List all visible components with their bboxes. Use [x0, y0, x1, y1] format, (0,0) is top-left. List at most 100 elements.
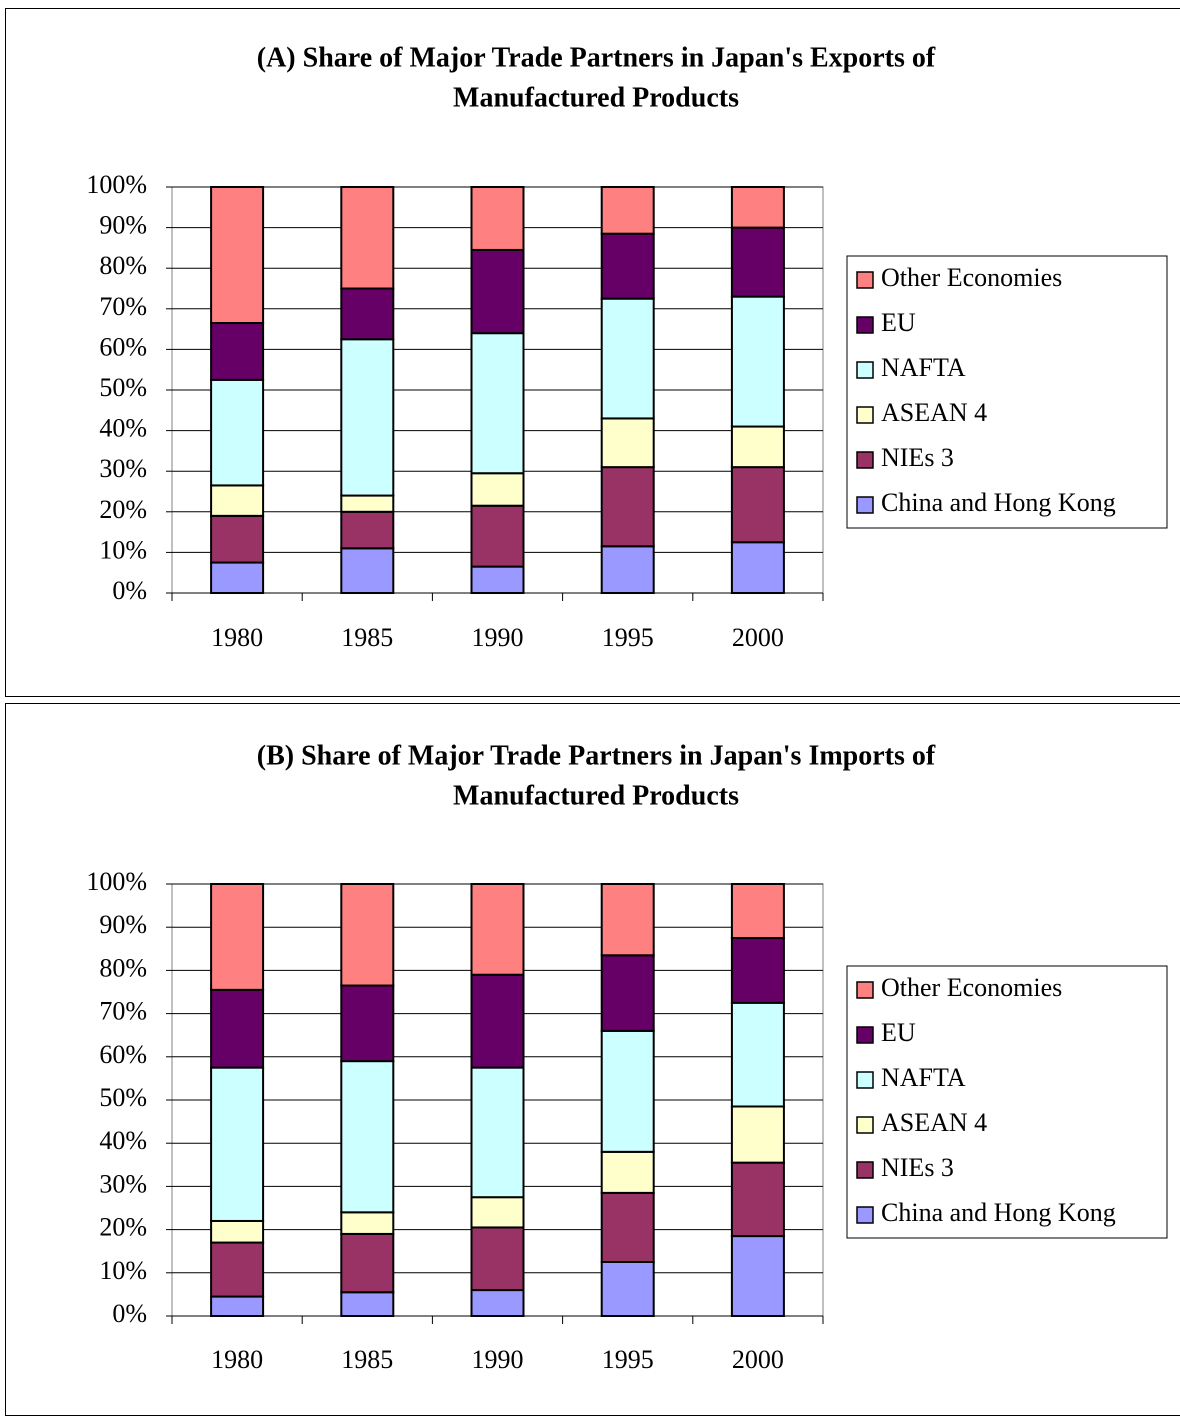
y-tick-label: 40% — [99, 414, 147, 443]
bar-segment — [470, 883, 525, 976]
bar-segment — [730, 1235, 785, 1318]
bar-segment — [470, 565, 525, 594]
legend-label: NAFTA — [881, 353, 966, 382]
bar-segment — [340, 547, 395, 595]
bar-segment — [730, 425, 785, 469]
legend-label: ASEAN 4 — [881, 398, 987, 427]
bar-segment — [730, 883, 785, 939]
legend-swatch — [856, 361, 874, 379]
x-tick-label: 1985 — [341, 1345, 393, 1374]
chart-title: Manufactured Products — [453, 780, 739, 811]
y-tick-label: 60% — [99, 332, 147, 361]
bar-segment — [600, 1150, 655, 1194]
x-tick-label: 1990 — [472, 623, 524, 652]
y-tick-label: 0% — [112, 576, 147, 605]
panel-border — [5, 703, 1180, 1416]
bar-segment — [210, 561, 265, 594]
legend-swatch — [856, 316, 874, 334]
bar-segment — [210, 883, 265, 991]
bar-segment — [210, 1066, 265, 1222]
y-tick-label: 80% — [99, 251, 147, 280]
bar-segment — [340, 510, 395, 550]
bar-segment — [340, 494, 395, 513]
bar-segment — [730, 226, 785, 298]
y-tick-label: 50% — [99, 1083, 147, 1112]
legend-label: Other Economies — [881, 263, 1062, 292]
legend-label: Other Economies — [881, 973, 1062, 1002]
bar-segment — [210, 514, 265, 564]
legend-label: EU — [881, 308, 916, 337]
y-tick-label: 20% — [99, 495, 147, 524]
bar-segment — [210, 1219, 265, 1244]
y-tick-label: 40% — [99, 1126, 147, 1155]
y-tick-label: 10% — [99, 535, 147, 564]
bar-segment — [470, 472, 525, 507]
bar-segment — [340, 1211, 395, 1235]
y-tick-label: 100% — [86, 867, 147, 896]
bar-segment — [340, 984, 395, 1063]
legend-swatch — [856, 451, 874, 469]
bar-segment — [600, 883, 655, 957]
legend-label: NIEs 3 — [881, 443, 954, 472]
y-tick-label: 20% — [99, 1213, 147, 1242]
bar-segment — [730, 1105, 785, 1164]
x-tick-label: 1980 — [211, 623, 263, 652]
legend-label: ASEAN 4 — [881, 1108, 987, 1137]
bar-segment — [600, 466, 655, 548]
bar-segment — [470, 1196, 525, 1229]
chart-title: Manufactured Products — [453, 82, 739, 113]
bar-segment — [470, 1066, 525, 1199]
legend-label: China and Hong Kong — [881, 488, 1116, 517]
x-tick-label: 2000 — [732, 1345, 784, 1374]
y-tick-label: 30% — [99, 1169, 147, 1198]
bar-segment — [340, 338, 395, 497]
bar-segment — [470, 973, 525, 1069]
x-tick-label: 2000 — [732, 623, 784, 652]
bar-segment — [730, 186, 785, 229]
legend-swatch — [856, 496, 874, 514]
legend-swatch — [856, 1026, 874, 1044]
legend-label: EU — [881, 1018, 916, 1047]
y-tick-label: 0% — [112, 1299, 147, 1328]
legend-swatch — [856, 271, 874, 289]
bar-segment — [470, 1226, 525, 1292]
bar-segment — [340, 186, 395, 290]
bar-segment — [600, 954, 655, 1032]
legend-swatch — [856, 1071, 874, 1089]
y-tick-label: 70% — [99, 292, 147, 321]
y-tick-label: 50% — [99, 373, 147, 402]
bar-segment — [210, 1295, 265, 1317]
chart-title: (B) Share of Major Trade Partners in Jap… — [257, 740, 936, 771]
bar-segment — [210, 322, 265, 381]
legend-swatch — [856, 981, 874, 999]
bar-segment — [470, 332, 525, 475]
legend-box — [846, 255, 1168, 529]
bar-segment — [600, 1261, 655, 1317]
bar-segment — [470, 504, 525, 568]
legend-swatch — [856, 1161, 874, 1179]
legend-swatch — [856, 1206, 874, 1224]
bar-segment — [730, 1001, 785, 1108]
y-tick-label: 60% — [99, 1040, 147, 1069]
bar-segment — [470, 1289, 525, 1318]
bar-segment — [340, 1060, 395, 1214]
y-tick-label: 90% — [99, 910, 147, 939]
bar-segment — [600, 1029, 655, 1153]
y-tick-label: 70% — [99, 997, 147, 1026]
y-tick-label: 90% — [99, 211, 147, 240]
bar-segment — [340, 883, 395, 987]
bar-segment — [600, 186, 655, 235]
chart-a: (A) Share of Major Trade Partners in Jap… — [5, 8, 1180, 697]
legend-box — [846, 965, 1168, 1239]
bar-segment — [210, 484, 265, 517]
x-tick-label: 1995 — [602, 623, 654, 652]
legend-label: China and Hong Kong — [881, 1198, 1116, 1227]
bar-segment — [210, 186, 265, 325]
bar-segment — [210, 1241, 265, 1298]
bar-segment — [730, 1161, 785, 1238]
bar-segment — [600, 545, 655, 594]
y-tick-label: 30% — [99, 454, 147, 483]
x-tick-label: 1985 — [341, 623, 393, 652]
bar-segment — [210, 988, 265, 1069]
